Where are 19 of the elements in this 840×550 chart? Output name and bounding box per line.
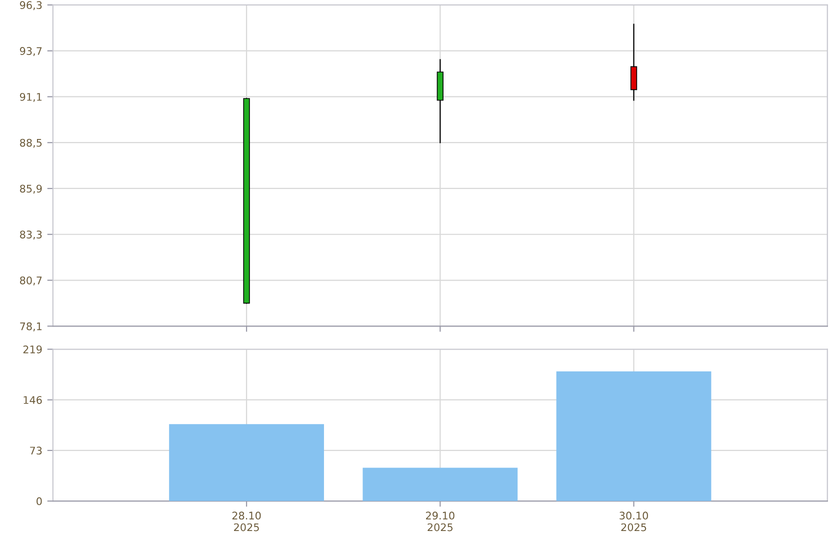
y-tick-label: 73	[30, 446, 42, 455]
y-tick-label: 96,3	[20, 1, 42, 10]
y-tick-label: 0	[36, 497, 42, 506]
y-tick-label: 91,1	[20, 92, 42, 102]
bar	[169, 424, 324, 502]
x-tick-label: 30.10 2025	[620, 512, 648, 532]
y-tick-label: 93,7	[20, 47, 42, 56]
y-tick-label: 146	[24, 396, 42, 404]
y-tick-label: 85,9	[20, 184, 42, 194]
bar	[362, 468, 518, 502]
y-tick-label: 219	[23, 345, 42, 354]
y-tick-label: 88,5	[20, 138, 42, 148]
bar	[556, 371, 712, 502]
y-tick-label: 78,1	[20, 322, 42, 332]
y-tick-label: 80,7	[20, 276, 42, 286]
x-tick-label: 29.10 2025	[426, 512, 454, 532]
x-tick-label: 28.10 2025	[232, 512, 261, 532]
y-tick-label: 83,3	[20, 230, 42, 240]
candlestick	[630, 24, 638, 101]
